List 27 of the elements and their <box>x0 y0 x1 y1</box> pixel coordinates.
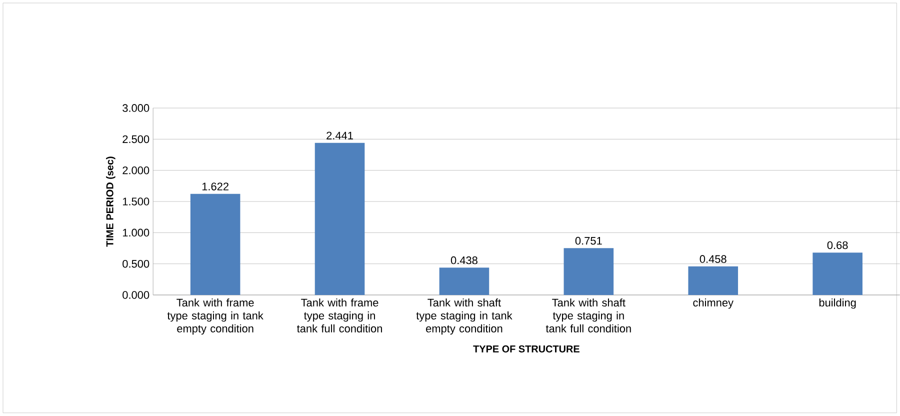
data-label: 0.751 <box>575 236 602 245</box>
x-tick-label: Tank with shaft type staging in tank empty condition <box>416 298 512 335</box>
y-tick-label: 0.500 <box>122 260 150 268</box>
data-label: 0.438 <box>450 256 478 264</box>
data-label: 1.622 <box>202 182 228 190</box>
y-tick-label: 3.000 <box>122 104 150 112</box>
x-tick-label: Tank with frame type staging in tank empty condition <box>167 298 264 335</box>
x-tick-label: building <box>819 298 856 309</box>
y-tick-label: 2.500 <box>122 135 150 144</box>
x-tick-label: chimney <box>693 298 734 309</box>
x-tick-label: Tank with frame type staging in tank full condition <box>297 298 382 333</box>
y-tick-label: 1.500 <box>122 198 150 206</box>
bar <box>812 252 862 296</box>
bar <box>314 142 365 296</box>
bar <box>190 194 240 296</box>
bar <box>439 268 490 296</box>
y-tick-label: 2.000 <box>122 166 150 174</box>
bar <box>564 248 614 296</box>
bar <box>688 266 738 296</box>
data-label: 0.458 <box>700 255 726 263</box>
y-axis-title: TIME PERIOD (sec) <box>106 156 116 247</box>
x-axis-title: TYPE OF STRUCTURE <box>473 345 580 353</box>
y-tick-label: 0.000 <box>122 291 150 299</box>
x-tick-label: Tank with shaft type staging in tank full condition <box>546 298 631 333</box>
y-tick-label: 1.000 <box>122 228 150 237</box>
data-label: 0.68 <box>827 241 848 250</box>
data-label: 2.441 <box>326 132 353 140</box>
